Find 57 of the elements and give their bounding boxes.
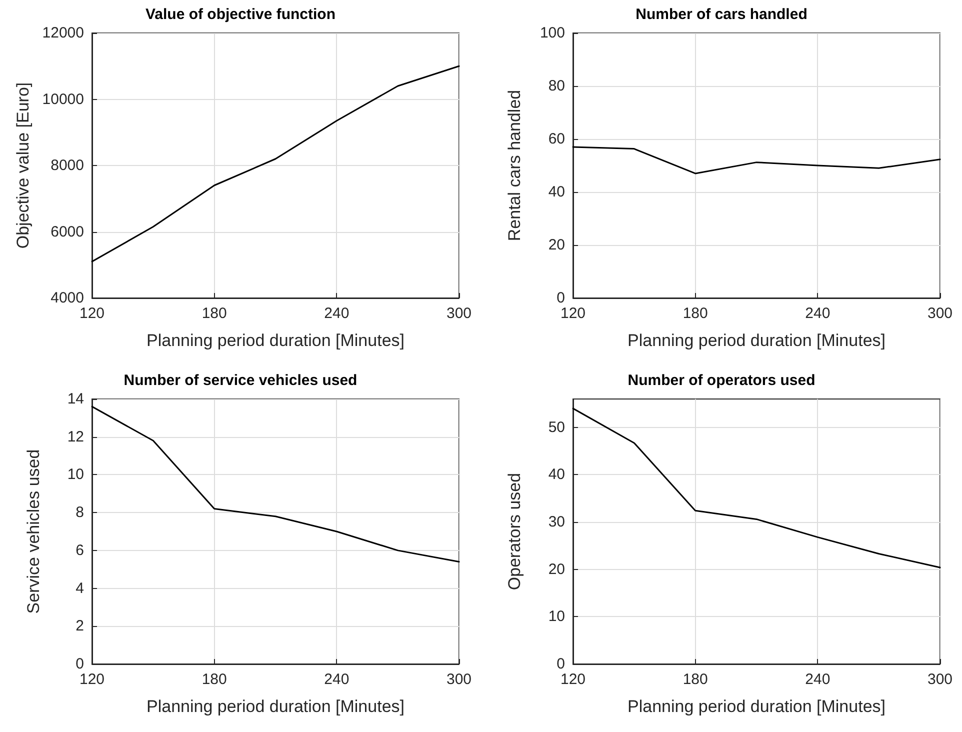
y-axis-title: Rental cars handled	[505, 90, 524, 242]
x-axis-title: Planning period duration [Minutes]	[146, 331, 404, 350]
y-tick-label: 6000	[50, 223, 84, 240]
x-axis-title: Planning period duration [Minutes]	[628, 331, 886, 350]
y-tick-label: 10	[67, 466, 84, 484]
y-tick-label: 20	[548, 236, 565, 254]
x-tick-label: 300	[927, 305, 953, 322]
y-tick-label: 20	[548, 560, 565, 578]
y-tick-label: 0	[556, 656, 565, 672]
x-tick-label: 300	[927, 671, 953, 688]
y-tick-label: 12	[67, 428, 84, 446]
line-series	[572, 146, 941, 174]
y-tick-label: 8000	[50, 157, 84, 174]
y-tick-label: 2	[76, 618, 84, 635]
x-tick-label: 180	[682, 671, 708, 688]
y-tick-label: 80	[548, 78, 565, 94]
y-tick-label: 8	[76, 504, 84, 522]
y-tick-label: 40	[548, 184, 565, 200]
y-tick-label: 40	[548, 466, 565, 484]
y-axis-title: Objective value [Euro]	[13, 82, 32, 249]
x-tick-label: 240	[324, 305, 350, 322]
y-tick-label: 4	[76, 580, 84, 597]
y-tick-label: 10	[548, 608, 565, 626]
x-tick-label: 120	[79, 671, 105, 688]
y-tick-label: 0	[556, 290, 565, 306]
x-axis-title: Planning period duration [Minutes]	[628, 697, 886, 716]
chart-title: Number of operators used	[628, 372, 816, 389]
y-tick-label: 4000	[50, 290, 84, 306]
y-tick-label: 0	[76, 656, 84, 672]
line-series	[572, 408, 941, 568]
line-series	[91, 65, 460, 262]
x-tick-label: 120	[560, 671, 586, 688]
x-tick-label: 120	[79, 305, 105, 322]
y-tick-label: 60	[548, 130, 565, 148]
y-tick-label: 30	[548, 514, 565, 531]
y-axis-title: Operators used	[505, 472, 524, 590]
x-tick-label: 240	[324, 671, 350, 688]
y-axis-title: Service vehicles used	[24, 449, 43, 614]
y-tick-label: 6	[76, 542, 84, 559]
x-tick-label: 240	[805, 671, 830, 688]
chart-title: Number of service vehicles used	[124, 372, 358, 389]
y-tick-label: 12000	[42, 24, 84, 42]
x-tick-label: 300	[446, 671, 472, 688]
x-axis-title: Planning period duration [Minutes]	[146, 697, 404, 716]
x-tick-label: 180	[202, 671, 227, 688]
x-tick-label: 180	[202, 305, 227, 322]
y-tick-label: 10000	[42, 90, 84, 108]
x-tick-label: 180	[682, 305, 708, 322]
y-tick-label: 50	[548, 418, 565, 436]
x-tick-label: 240	[805, 305, 830, 322]
chart-title: Value of objective function	[145, 6, 336, 23]
y-tick-label: 14	[67, 390, 84, 408]
x-tick-label: 300	[446, 305, 472, 322]
x-tick-label: 120	[560, 305, 586, 322]
chart-title: Number of cars handled	[636, 6, 808, 23]
line-series	[91, 406, 460, 563]
y-tick-label: 100	[540, 24, 565, 42]
